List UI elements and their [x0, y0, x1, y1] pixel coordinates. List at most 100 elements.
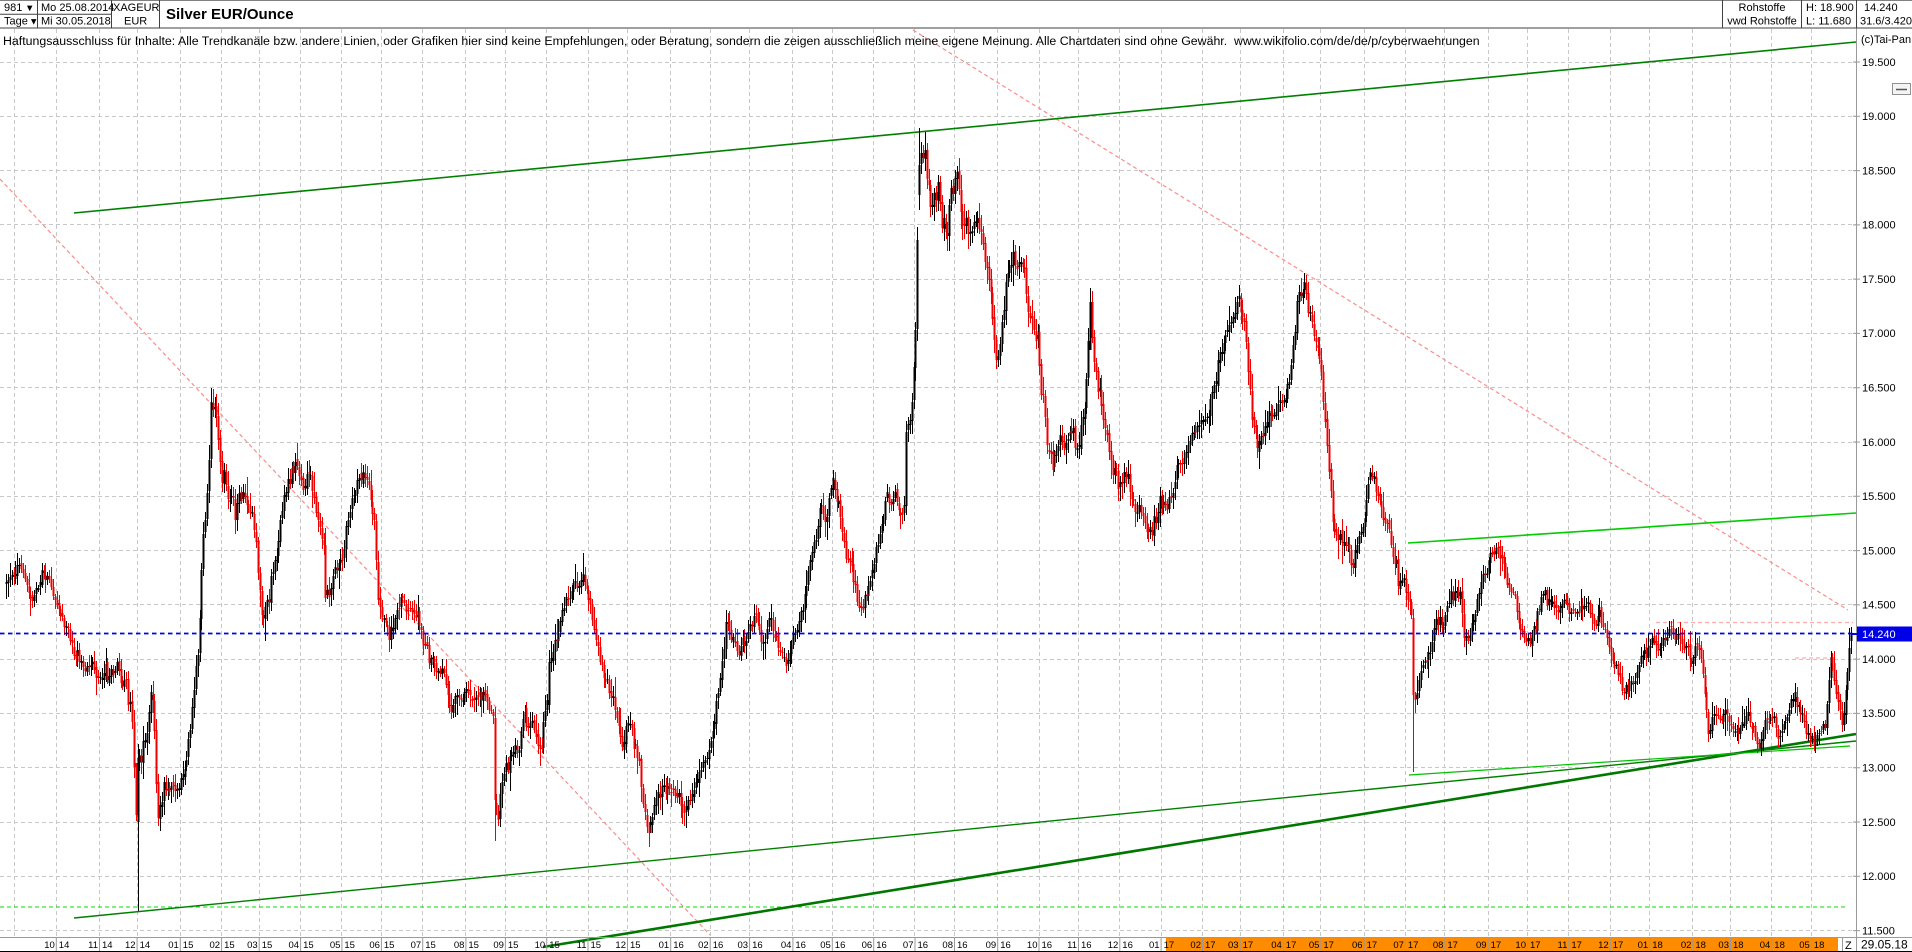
svg-text:Silver EUR/Ounce: Silver EUR/Ounce	[166, 6, 294, 23]
svg-text:14: 14	[59, 940, 70, 951]
svg-text:16: 16	[795, 940, 806, 951]
svg-text:16: 16	[918, 940, 929, 951]
svg-text:17: 17	[1367, 940, 1378, 951]
svg-text:16: 16	[1000, 940, 1011, 951]
svg-text:07: 07	[411, 940, 422, 951]
svg-text:08: 08	[1433, 940, 1444, 951]
svg-text:09: 09	[1476, 940, 1487, 951]
svg-text:04: 04	[1271, 940, 1282, 951]
svg-text:14.240: 14.240	[1864, 2, 1898, 14]
svg-text:11: 11	[1067, 940, 1077, 951]
svg-text:15: 15	[384, 940, 395, 951]
svg-text:11: 11	[1558, 940, 1568, 951]
svg-text:02: 02	[698, 940, 709, 951]
svg-text:12: 12	[125, 940, 136, 951]
svg-text:EUR: EUR	[124, 16, 147, 28]
svg-text:16: 16	[1042, 940, 1053, 951]
svg-text:14.500: 14.500	[1862, 600, 1896, 612]
svg-text:18: 18	[1695, 940, 1706, 951]
svg-text:▼: ▼	[25, 3, 34, 14]
svg-text:03: 03	[1228, 940, 1239, 951]
svg-text:05: 05	[1309, 940, 1320, 951]
svg-text:15: 15	[508, 940, 519, 951]
svg-text:18: 18	[1652, 940, 1663, 951]
svg-text:15: 15	[303, 940, 314, 951]
svg-text:17: 17	[1205, 940, 1216, 951]
svg-text:Tage: Tage	[4, 16, 28, 28]
svg-text:981: 981	[4, 2, 22, 14]
svg-text:▼: ▼	[29, 17, 38, 28]
svg-text:05: 05	[820, 940, 831, 951]
svg-text:10: 10	[1515, 940, 1526, 951]
svg-text:17: 17	[1408, 940, 1419, 951]
svg-text:18: 18	[1733, 940, 1744, 951]
svg-text:12: 12	[1108, 940, 1119, 951]
svg-text:11: 11	[577, 940, 587, 951]
svg-text:16: 16	[673, 940, 684, 951]
svg-text:11: 11	[88, 940, 98, 951]
svg-text:14.000: 14.000	[1862, 654, 1896, 666]
svg-text:15: 15	[262, 940, 273, 951]
svg-text:03: 03	[738, 940, 749, 951]
svg-text:(c)Tai-Pan: (c)Tai-Pan	[1861, 34, 1911, 46]
svg-text:19.000: 19.000	[1862, 111, 1896, 123]
svg-text:11.500: 11.500	[1862, 925, 1895, 937]
svg-text:15: 15	[224, 940, 235, 951]
svg-text:16: 16	[835, 940, 846, 951]
svg-text:17: 17	[1164, 940, 1175, 951]
svg-text:15: 15	[468, 940, 479, 951]
svg-text:02: 02	[1681, 940, 1692, 951]
svg-text:16: 16	[957, 940, 968, 951]
svg-text:15.500: 15.500	[1862, 491, 1896, 503]
svg-text:09: 09	[493, 940, 504, 951]
svg-text:17: 17	[1323, 940, 1334, 951]
svg-text:13.500: 13.500	[1862, 708, 1896, 720]
svg-text:18: 18	[1814, 940, 1825, 951]
svg-text:29.05.18: 29.05.18	[1861, 938, 1908, 952]
svg-text:16: 16	[713, 940, 724, 951]
svg-text:12.500: 12.500	[1862, 817, 1896, 829]
svg-text:02: 02	[210, 940, 221, 951]
svg-text:14: 14	[140, 940, 151, 951]
svg-text:Haftungsausschluss für Inhalte: Haftungsausschluss für Inhalte: Alle Tre…	[3, 34, 1480, 48]
svg-text:Rohstoffe: Rohstoffe	[1739, 2, 1786, 14]
svg-text:12: 12	[615, 940, 626, 951]
svg-text:12.000: 12.000	[1862, 871, 1896, 883]
svg-text:16: 16	[876, 940, 887, 951]
svg-text:15: 15	[425, 940, 436, 951]
svg-text:06: 06	[862, 940, 873, 951]
svg-text:08: 08	[942, 940, 953, 951]
svg-text:06: 06	[1352, 940, 1363, 951]
svg-text:06: 06	[369, 940, 380, 951]
svg-text:04: 04	[781, 940, 792, 951]
svg-text:16: 16	[1122, 940, 1133, 951]
svg-text:15: 15	[549, 940, 560, 951]
svg-text:14.240: 14.240	[1862, 629, 1896, 641]
svg-text:17: 17	[1530, 940, 1541, 951]
svg-text:17.000: 17.000	[1862, 328, 1896, 340]
svg-text:17: 17	[1243, 940, 1254, 951]
svg-text:L: 11.680: L: 11.680	[1806, 16, 1851, 28]
svg-text:07: 07	[903, 940, 914, 951]
svg-text:16.000: 16.000	[1862, 437, 1896, 449]
svg-text:10: 10	[535, 940, 546, 951]
svg-text:10: 10	[44, 940, 55, 951]
svg-text:17: 17	[1447, 940, 1458, 951]
svg-text:vwd Rohstoffe: vwd Rohstoffe	[1727, 16, 1797, 28]
svg-text:10: 10	[1027, 940, 1038, 951]
svg-text:01: 01	[659, 940, 670, 951]
svg-text:17: 17	[1571, 940, 1582, 951]
svg-text:18: 18	[1774, 940, 1785, 951]
svg-text:17: 17	[1613, 940, 1624, 951]
svg-text:17: 17	[1286, 940, 1297, 951]
svg-text:12: 12	[1598, 940, 1609, 951]
svg-text:Z: Z	[1845, 940, 1852, 952]
svg-text:01: 01	[168, 940, 179, 951]
svg-text:16.500: 16.500	[1862, 383, 1896, 395]
svg-text:15: 15	[591, 940, 602, 951]
svg-text:05: 05	[330, 940, 341, 951]
svg-text:05: 05	[1799, 940, 1810, 951]
svg-text:19.500: 19.500	[1862, 57, 1896, 69]
svg-text:18.500: 18.500	[1862, 165, 1896, 177]
svg-text:16: 16	[752, 940, 763, 951]
